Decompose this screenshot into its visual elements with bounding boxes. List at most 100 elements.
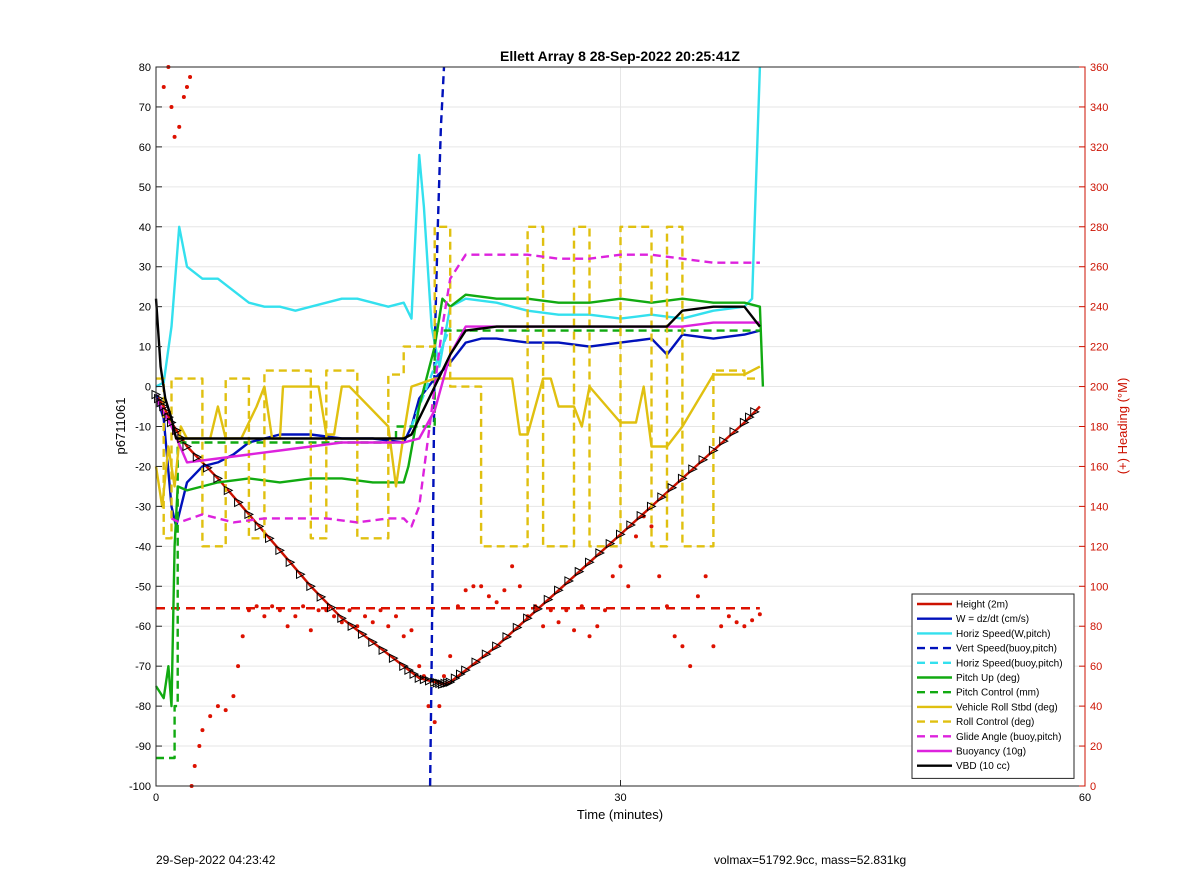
- heading-point: [262, 614, 267, 619]
- footer-volmax-mass: volmax=51792.9cc, mass=52.831kg: [714, 853, 907, 867]
- legend: Height (2m) W = dz/dt (cm/s) Horiz Speed(W…: [911, 593, 1075, 779]
- y-tick-label-left: 20: [139, 302, 151, 314]
- height-marker: [285, 557, 296, 568]
- height-marker: [554, 585, 564, 596]
- heading-point: [757, 612, 762, 617]
- heading-point: [541, 624, 546, 629]
- y-tick-label-right: 120: [1090, 541, 1108, 553]
- height-marker: [585, 557, 595, 568]
- y-tick-label-right: 180: [1090, 422, 1108, 434]
- y-tick-label-left: -40: [135, 541, 151, 553]
- height-marker: [275, 545, 285, 556]
- height-marker: [616, 529, 626, 540]
- heading-point: [277, 608, 282, 613]
- height-marker: [399, 661, 409, 671]
- y-tick-label-left: 10: [139, 342, 151, 354]
- heading-point: [393, 614, 398, 619]
- heading-point: [177, 124, 182, 129]
- height-marker: [543, 594, 554, 605]
- y-tick-label-right: 200: [1090, 382, 1108, 394]
- height-marker: [443, 678, 453, 688]
- y-tick-label-right: 220: [1090, 342, 1108, 354]
- y-tick-label-left: 80: [139, 62, 151, 74]
- y-tick-label-right: 80: [1090, 621, 1102, 633]
- heading-point: [441, 674, 446, 679]
- heading-point: [192, 764, 197, 769]
- y-tick-label-right: 40: [1090, 701, 1102, 713]
- height-marker: [605, 538, 616, 549]
- y-tick-label-right: 280: [1090, 222, 1108, 234]
- heading-point: [409, 628, 414, 633]
- height-marker: [347, 621, 358, 632]
- heading-point: [587, 634, 592, 639]
- heading-point: [726, 614, 731, 619]
- series-line-vehicle-roll-stbd-deg: [154, 365, 761, 508]
- heading-point: [564, 608, 569, 613]
- height-marker: [708, 445, 719, 456]
- y-tick-label-left: -90: [135, 741, 151, 753]
- y-tick-label-left: -10: [135, 422, 151, 434]
- height-marker: [425, 676, 435, 686]
- heading-point: [448, 654, 453, 659]
- height-marker: [177, 433, 187, 444]
- height-marker: [430, 677, 440, 687]
- heading-point: [236, 664, 241, 669]
- legend-box: [911, 593, 1075, 779]
- series-line-vbd-10-cc: [154, 298, 761, 440]
- y-tick-label-left: 50: [139, 182, 151, 194]
- heading-point: [332, 614, 337, 619]
- y-tick-label-right: 100: [1090, 581, 1108, 593]
- y-tick-label-right: 0: [1090, 781, 1096, 793]
- height-marker: [502, 632, 513, 642]
- heading-point: [672, 634, 677, 639]
- heading-point: [231, 694, 236, 699]
- heading-point: [750, 618, 755, 623]
- series-line-vert-speed-buoy-pitch: [428, 66, 446, 787]
- height-marker: [414, 673, 425, 683]
- y-tick-label-left: 40: [139, 222, 151, 234]
- heading-point: [347, 608, 352, 613]
- y-tick-label-right: 340: [1090, 102, 1108, 114]
- y-tick-label-left: -50: [135, 581, 151, 593]
- heading-point: [517, 584, 522, 589]
- heading-point: [432, 720, 437, 725]
- y-tick-label-right: 360: [1090, 62, 1108, 74]
- height-marker: [244, 509, 255, 520]
- height-marker: [203, 462, 213, 473]
- heading-point: [633, 534, 638, 539]
- y-tick-label-right: 300: [1090, 182, 1108, 194]
- y-tick-label-right: 260: [1090, 262, 1108, 274]
- legend-label: Height (2m): [956, 600, 1008, 611]
- height-marker: [523, 613, 533, 624]
- height-marker: [172, 425, 182, 436]
- heading-point: [742, 624, 747, 629]
- height-marker: [739, 417, 750, 428]
- series-line-pitch-control-mm: [156, 329, 760, 760]
- height-marker: [492, 641, 502, 652]
- heading-point: [370, 620, 375, 625]
- height-marker: [574, 566, 585, 577]
- heading-point: [188, 74, 193, 79]
- height-marker: [326, 602, 337, 613]
- legend-label: Vehicle Roll Stbd (deg): [956, 702, 1058, 713]
- height-marker: [667, 482, 678, 493]
- legend-label: Roll Control (deg): [956, 717, 1034, 728]
- heading-point: [556, 620, 561, 625]
- series-line-glide-angle-buoy-pitch: [170, 253, 760, 528]
- heading-point: [455, 604, 460, 609]
- height-marker: [533, 604, 544, 614]
- height-marker: [306, 581, 316, 592]
- series-line-roll-control-deg: [156, 225, 760, 548]
- heading-point: [548, 608, 553, 613]
- legend-label: Glide Angle (buoy,pitch): [956, 732, 1061, 743]
- heading-point: [215, 704, 220, 709]
- height-marker: [182, 441, 193, 452]
- heading-point: [437, 704, 442, 709]
- axes: 0 30 6080706050403020100-10-20-30-40-50-60…: [129, 62, 1108, 804]
- heading-point: [502, 588, 507, 593]
- heading-point: [572, 628, 577, 633]
- height-marker: [636, 510, 647, 521]
- heading-point: [161, 84, 166, 89]
- heading-point: [200, 728, 205, 733]
- height-marker: [440, 678, 451, 689]
